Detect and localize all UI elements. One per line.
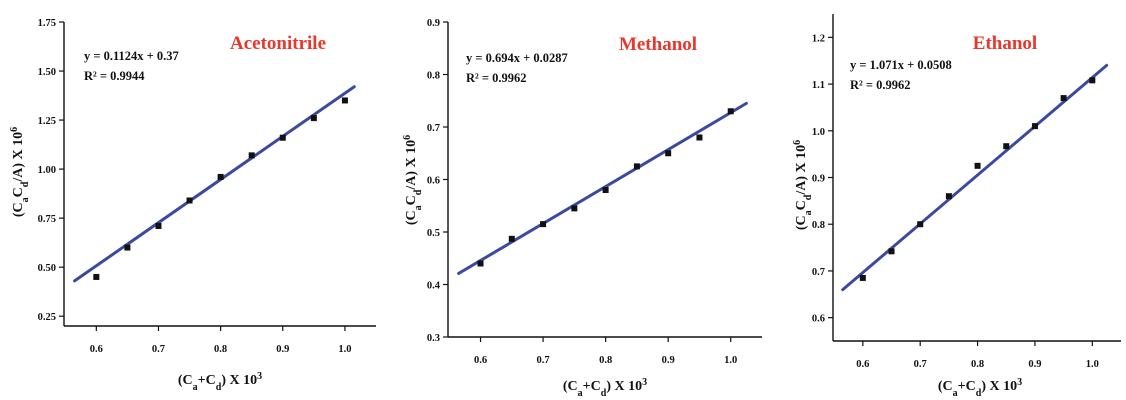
chart-title: Ethanol: [973, 33, 1037, 54]
y-axis-label: (CaCd/A) X 106: [402, 135, 424, 225]
x-tick-label: 0.8: [599, 355, 612, 366]
data-point: [477, 260, 484, 267]
data-point: [859, 274, 866, 281]
data-point: [696, 134, 703, 141]
y-tick-label: 0.25: [38, 312, 56, 323]
data-point: [945, 193, 952, 200]
y-axis-label: (CaCd/A) X 106: [792, 140, 814, 230]
y-tick-label: 0.3: [427, 333, 440, 344]
data-point: [1003, 143, 1010, 150]
r-squared-label: R² = 0.9962: [850, 78, 911, 92]
x-tick-label: 0.6: [474, 355, 487, 366]
data-point: [1089, 77, 1096, 84]
data-point: [602, 187, 609, 193]
data-point: [279, 134, 286, 141]
data-point: [571, 205, 578, 212]
chart-panel-ethanol: 0.6 0.7 0.8 0.9 1.0 1.1 1.2 0.6 0.7 0.8 0.9 1.0 Etha…: [792, 14, 1121, 399]
x-tick-label: 1.0: [724, 355, 737, 366]
chart-title: Methanol: [619, 34, 697, 55]
x-tick-label: 0.9: [662, 355, 675, 366]
y-tick-label: 1.0: [812, 127, 825, 138]
x-axis-label: (Ca+Cd) X 103: [563, 377, 647, 399]
data-point: [727, 108, 734, 115]
y-tick-label: 0.5: [427, 228, 440, 239]
y-tick-label: 0.9: [812, 174, 825, 185]
data-point: [633, 163, 640, 170]
data-point: [248, 152, 255, 159]
data-point: [341, 97, 348, 104]
data-point: [1031, 123, 1038, 130]
data-point: [124, 244, 131, 251]
x-axis-label: (Ca+Cd) X 103: [178, 371, 262, 393]
x-tick-label: 0.9: [276, 344, 289, 355]
regression-equation: y = 0.1124x + 0.37: [84, 49, 179, 63]
x-tick-label: 0.6: [856, 359, 869, 370]
data-point: [217, 173, 224, 180]
y-tick-label: 1.00: [38, 165, 56, 176]
r-squared-label: R² = 0.9962: [466, 71, 527, 85]
r-squared-label: R² = 0.9944: [84, 69, 145, 83]
data-point: [186, 197, 193, 204]
y-tick-label: 0.9: [427, 18, 440, 29]
y-tick-label: 0.6: [427, 176, 440, 187]
y-axis-label: (CaCd/A) X 106: [9, 127, 31, 217]
regression-equation: y = 1.071x + 0.0508: [850, 58, 952, 72]
chart-panel-acetonitrile: 0.25 0.50 0.75 1.00 1.25 1.50 1.75 0.6 0.7 0.8 0.9…: [9, 18, 376, 393]
fit-line: [841, 63, 1109, 292]
x-tick-label: 0.8: [971, 359, 984, 370]
y-tick-label: 1.2: [812, 33, 825, 44]
regression-equation: y = 0.694x + 0.0287: [466, 51, 568, 65]
y-tick-label: 0.8: [812, 220, 825, 231]
data-point: [1060, 95, 1067, 102]
data-point: [665, 150, 672, 157]
y-tick-label: 1.1: [812, 80, 825, 91]
y-tick-label: 0.6: [812, 314, 825, 325]
chart-panel-methanol: 0.3 0.4 0.5 0.6 0.7 0.8 0.9 0.6 0.7 0.8 0.9 1.0 Meth…: [402, 18, 762, 399]
data-point: [508, 235, 515, 242]
y-tick-label: 1.50: [38, 67, 56, 78]
y-tick-label: 1.75: [38, 18, 56, 29]
y-tick-label: 0.75: [38, 214, 56, 225]
y-tick-label: 0.7: [427, 123, 440, 134]
data-point: [93, 273, 100, 280]
data-point: [310, 115, 317, 122]
y-tick-label: 0.50: [38, 263, 56, 274]
data-point: [155, 222, 162, 229]
y-tick-label: 0.4: [427, 281, 441, 292]
x-tick-label: 0.8: [214, 344, 227, 355]
data-point: [888, 248, 895, 255]
x-tick-label: 0.7: [537, 355, 550, 366]
y-tick-label: 0.8: [427, 71, 440, 82]
chart-title: Acetonitrile: [230, 33, 326, 54]
data-point: [974, 162, 981, 169]
y-tick-label: 1.25: [38, 116, 56, 127]
fit-line: [457, 101, 748, 275]
x-tick-label: 0.7: [914, 359, 927, 370]
x-axis-label: (Ca+Cd) X 103: [938, 377, 1022, 399]
x-tick-label: 1.0: [338, 344, 351, 355]
x-tick-label: 0.7: [152, 344, 165, 355]
x-tick-label: 0.9: [1028, 359, 1041, 370]
x-tick-label: 1.0: [1086, 359, 1099, 370]
fit-line: [73, 85, 356, 283]
data-point: [917, 221, 924, 228]
y-tick-label: 0.7: [812, 267, 825, 278]
x-tick-label: 0.6: [90, 344, 103, 355]
data-point: [540, 221, 547, 228]
